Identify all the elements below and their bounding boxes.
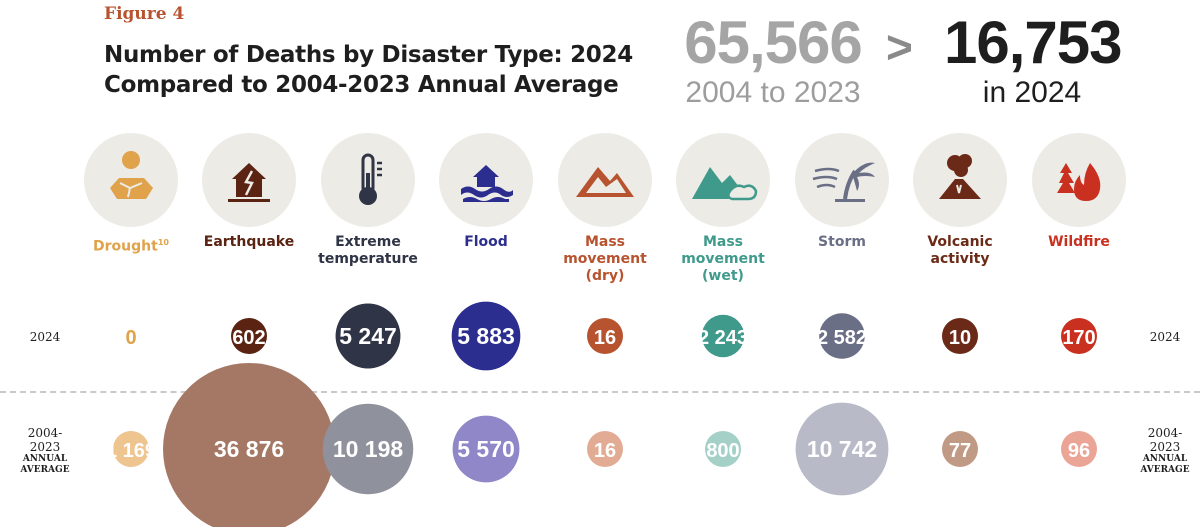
bubble-2024-2 — [335, 303, 401, 369]
earthquake-icon — [202, 133, 296, 227]
bubble-2024-8 — [1061, 318, 1097, 354]
bubble-average-0 — [113, 431, 149, 467]
category-label-volcanic-activity: Volcanic activity — [927, 234, 993, 267]
drought-icon — [84, 133, 178, 227]
flood-icon — [439, 133, 533, 227]
bubble-2024-7 — [942, 318, 978, 354]
row-label-average-right: 2004- 2023 ANNUAL AVERAGE — [1140, 426, 1190, 475]
storm-icon — [795, 133, 889, 227]
bubble-2024-3 — [451, 301, 521, 371]
row-label-average-left: 2004- 2023 ANNUAL AVERAGE — [20, 426, 70, 475]
category-label-wildfire: Wildfire — [1048, 234, 1110, 250]
wildfire-icon — [1032, 133, 1126, 227]
data-label-average-0: 1 169 — [106, 440, 156, 462]
bubble-average-3 — [452, 415, 520, 483]
data-label-average-5: 800 — [706, 440, 739, 462]
category-label-mass-movement-dry: Mass movement (dry) — [563, 234, 647, 284]
bubble-average-8 — [1061, 431, 1097, 467]
bubble-2024-4 — [587, 318, 623, 354]
bubble-2024-5 — [701, 314, 745, 358]
bubble-2024-1 — [231, 318, 267, 354]
row-label-2024-left: 2024 — [29, 330, 61, 344]
data-label-average-4: 16 — [594, 440, 616, 462]
row-divider — [0, 391, 1200, 393]
data-label-2024-1: 602 — [232, 327, 265, 349]
data-label-2024-5: 2 243 — [698, 327, 748, 349]
data-label-average-2: 10 198 — [333, 436, 404, 462]
category-label-mass-movement-wet: Mass movement (wet) — [681, 234, 765, 284]
bubble-average-1 — [163, 363, 335, 527]
category-label-storm: Storm — [818, 234, 866, 250]
data-label-2024-0: 0 — [125, 327, 136, 349]
data-label-2024-6: 2 582 — [817, 327, 867, 349]
average-total-label: 2004 to 2023 — [685, 76, 861, 109]
data-label-2024-3: 5 883 — [457, 323, 515, 349]
bubble-2024-6 — [819, 313, 865, 359]
volcano-icon — [913, 133, 1007, 227]
data-label-2024-4: 16 — [594, 327, 616, 349]
data-label-average-7: 77 — [949, 440, 971, 462]
bubble-average-5 — [705, 431, 741, 467]
chart-title: Number of Deaths by Disaster Type: 2024 … — [104, 40, 633, 100]
data-label-average-8: 96 — [1068, 440, 1090, 462]
title-line-2: Compared to 2004-2023 Annual Average — [104, 72, 619, 98]
row-label-2024-right: 2024 — [1149, 330, 1181, 344]
bubble-average-7 — [942, 431, 978, 467]
bubble-average-4 — [587, 431, 623, 467]
data-label-average-1: 36 876 — [214, 436, 284, 462]
greater-than-sign: > — [886, 21, 913, 73]
bubble-average-6 — [795, 402, 889, 496]
mudslide-icon — [676, 133, 770, 227]
average-total: 65,566 — [684, 9, 863, 76]
current-total-label: in 2024 — [982, 76, 1082, 109]
category-label-drought: Drought10 — [93, 238, 169, 255]
category-label-flood: Flood — [464, 234, 508, 250]
mountain-icon — [558, 133, 652, 227]
data-label-2024-2: 5 247 — [339, 323, 397, 349]
data-label-2024-8: 170 — [1062, 327, 1095, 349]
figure-label: Figure 4 — [104, 4, 185, 24]
data-label-average-6: 10 742 — [807, 436, 877, 462]
title-line-1: Number of Deaths by Disaster Type: 2024 — [104, 42, 633, 68]
category-label-earthquake: Earthquake — [203, 234, 295, 250]
thermometer-icon — [321, 133, 415, 227]
category-label-extreme-temperature: Extreme temperature — [318, 234, 418, 267]
data-label-average-3: 5 570 — [457, 436, 515, 462]
bubble-average-2 — [322, 403, 414, 495]
current-total: 16,753 — [944, 9, 1123, 76]
data-label-2024-7: 10 — [949, 327, 971, 349]
